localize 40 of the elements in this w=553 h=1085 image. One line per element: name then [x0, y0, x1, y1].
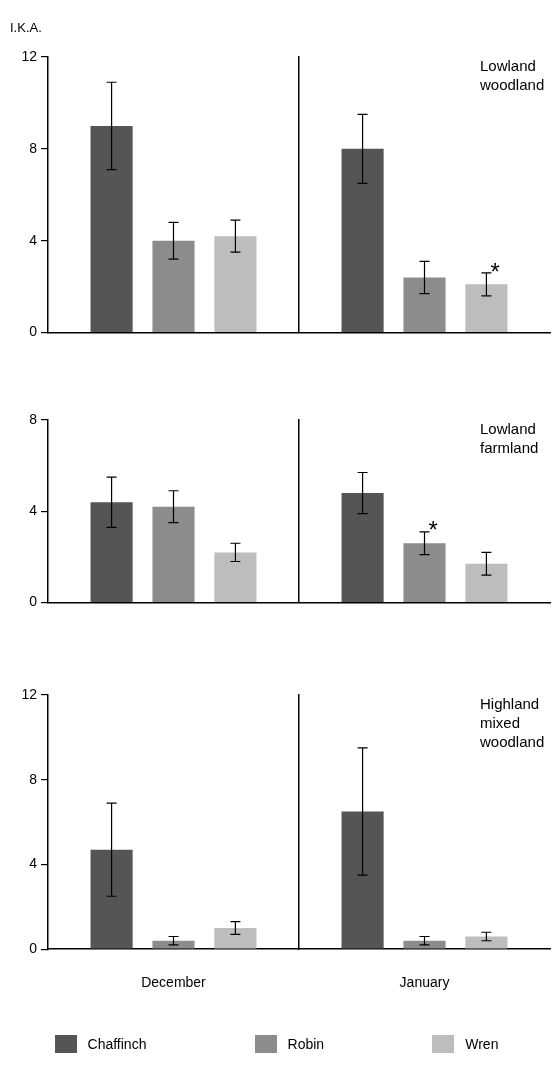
- data-label: *: [428, 516, 438, 544]
- annotation: Highland mixed woodland: [479, 694, 545, 750]
- bar: [403, 277, 446, 332]
- bar: [90, 125, 133, 332]
- x-tick-label: December: [141, 974, 207, 991]
- y-tick-label: 8: [29, 139, 38, 156]
- y-tick-label: 0: [29, 323, 38, 340]
- bar: [214, 552, 257, 602]
- bar: [403, 543, 446, 602]
- bar: [214, 236, 257, 332]
- bar: [403, 940, 446, 949]
- y-tick-label: 4: [29, 502, 38, 519]
- y-tick-label: 4: [29, 855, 38, 872]
- legend-label: Robin: [287, 1036, 325, 1052]
- bar: [152, 940, 195, 949]
- x-tick-label: January: [399, 974, 450, 991]
- legend-label: Chaffinch: [87, 1036, 147, 1052]
- bar: [152, 506, 195, 602]
- y-axis-title: I.K.A.: [10, 20, 42, 36]
- y-tick-label: 8: [29, 770, 38, 787]
- bar: [341, 811, 384, 949]
- bar: [465, 563, 508, 602]
- y-tick-label: 0: [29, 940, 38, 957]
- bar: [465, 936, 508, 949]
- bar: [152, 240, 195, 332]
- bar: [341, 148, 384, 332]
- bar: [214, 928, 257, 949]
- bar: [90, 849, 133, 949]
- annotation: Lowland woodland: [479, 56, 545, 93]
- y-tick-label: 12: [21, 47, 38, 64]
- y-tick-label: 0: [29, 593, 38, 610]
- y-tick-label: 4: [29, 231, 38, 248]
- data-label: *: [490, 257, 500, 285]
- annotation: Lowland farmland: [480, 419, 539, 456]
- bar: [341, 493, 384, 602]
- bar: [90, 502, 133, 602]
- bar: [465, 284, 508, 332]
- y-tick-label: 12: [21, 685, 38, 702]
- legend-label: Wren: [465, 1036, 499, 1052]
- y-tick-label: 8: [29, 410, 38, 427]
